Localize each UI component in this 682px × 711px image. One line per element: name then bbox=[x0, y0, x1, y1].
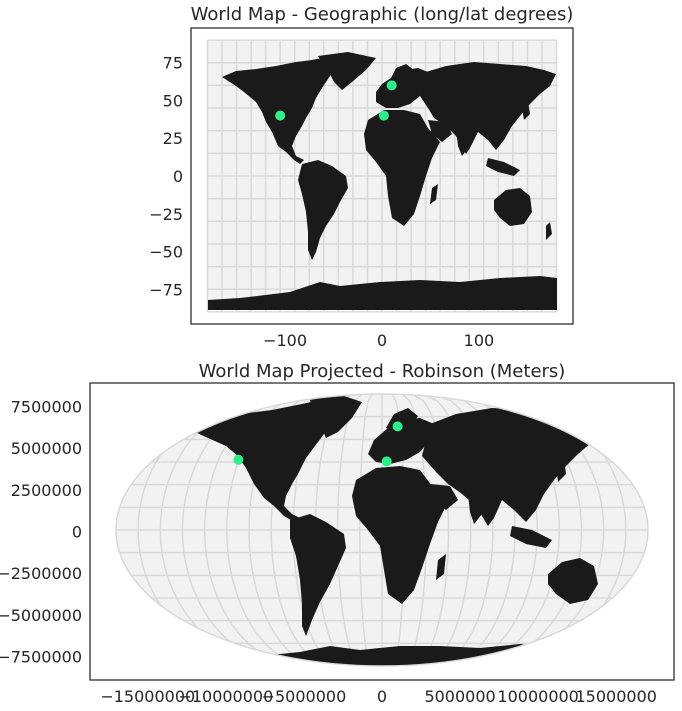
y-tick-label: 25 bbox=[163, 129, 183, 148]
land-scandinavia bbox=[390, 64, 414, 84]
land-south-america bbox=[290, 514, 346, 636]
robinson-axes-frame bbox=[89, 382, 675, 681]
geographic-map-title: World Map - Geographic (long/lat degrees… bbox=[191, 4, 574, 25]
land-asia bbox=[422, 408, 600, 526]
x-tick-label: −100 bbox=[263, 331, 307, 350]
land-arabia bbox=[428, 120, 452, 142]
robinson-y-ticks: 7500000 5000000 2500000 0 −2500000 −5000000 −7… bbox=[0, 397, 82, 666]
y-tick-label: 2500000 bbox=[11, 481, 82, 500]
y-tick-label: −25 bbox=[149, 205, 183, 224]
land-greenland bbox=[318, 52, 376, 90]
y-tick-label: 50 bbox=[163, 91, 183, 110]
x-tick-label: 100 bbox=[464, 331, 495, 350]
land-antarctica bbox=[208, 276, 557, 310]
geographic-axes-frame bbox=[190, 27, 574, 325]
land-madagascar bbox=[436, 554, 446, 580]
land-asia bbox=[420, 62, 556, 154]
data-point bbox=[378, 110, 389, 121]
land-japan bbox=[556, 458, 566, 482]
land-europe bbox=[368, 418, 434, 464]
y-tick-label: 0 bbox=[72, 523, 82, 542]
robinson-outline bbox=[115, 393, 649, 667]
x-tick-label: −15000000 bbox=[100, 687, 195, 706]
y-tick-label: 5000000 bbox=[11, 439, 82, 458]
land-europe bbox=[376, 68, 428, 108]
land-arabia bbox=[430, 484, 458, 510]
x-tick-label: 0 bbox=[377, 687, 387, 706]
robinson-x-ticks: −15000000−10000000−5000000 0 5000000 100000… bbox=[100, 687, 657, 706]
land-madagascar bbox=[430, 184, 438, 204]
geographic-landmasses bbox=[208, 52, 557, 310]
land-new-zealand bbox=[618, 594, 626, 616]
y-tick-label: 0 bbox=[173, 167, 183, 186]
y-tick-label: −7500000 bbox=[0, 648, 82, 667]
land-australia bbox=[548, 558, 598, 604]
land-north-america bbox=[222, 58, 334, 164]
land-africa bbox=[352, 466, 448, 604]
geographic-y-ticks: 75 50 25 0 −25 −50 −75 bbox=[149, 54, 183, 300]
data-point bbox=[392, 421, 403, 432]
geographic-map: World Map - Geographic (long/lat degrees… bbox=[149, 4, 574, 350]
geographic-points bbox=[275, 80, 397, 121]
data-point bbox=[386, 80, 397, 91]
land-india bbox=[468, 494, 486, 524]
y-tick-label: −5000000 bbox=[0, 606, 82, 625]
robinson-map: World Map Projected - Robinson (Meters) bbox=[0, 361, 675, 706]
y-tick-label: 7500000 bbox=[11, 397, 82, 416]
land-south-america bbox=[298, 160, 348, 260]
data-point bbox=[233, 454, 244, 465]
x-tick-label: 5000000 bbox=[424, 687, 495, 706]
x-tick-label: −5000000 bbox=[262, 687, 347, 706]
land-japan bbox=[522, 102, 530, 120]
land-india bbox=[456, 130, 472, 156]
land-greenland bbox=[310, 394, 362, 438]
x-tick-label: 15000000 bbox=[576, 687, 657, 706]
data-point bbox=[381, 456, 392, 467]
y-tick-label: 75 bbox=[163, 54, 183, 73]
x-tick-label: 0 bbox=[377, 331, 387, 350]
robinson-map-title: World Map Projected - Robinson (Meters) bbox=[199, 361, 566, 382]
land-new-zealand bbox=[546, 222, 552, 240]
y-tick-label: −75 bbox=[149, 280, 183, 299]
y-tick-label: −2500000 bbox=[0, 564, 82, 583]
land-north-america bbox=[186, 400, 336, 522]
geographic-x-ticks: −100 0 100 bbox=[263, 331, 494, 350]
land-southeast-asia bbox=[510, 526, 552, 548]
land-australia bbox=[494, 188, 532, 226]
land-southeast-asia bbox=[486, 158, 520, 176]
robinson-points bbox=[233, 421, 403, 467]
x-tick-label: 10000000 bbox=[497, 687, 578, 706]
land-africa bbox=[364, 110, 440, 226]
y-tick-label: −50 bbox=[149, 243, 183, 262]
x-tick-label: −10000000 bbox=[178, 687, 273, 706]
data-point bbox=[275, 110, 286, 121]
